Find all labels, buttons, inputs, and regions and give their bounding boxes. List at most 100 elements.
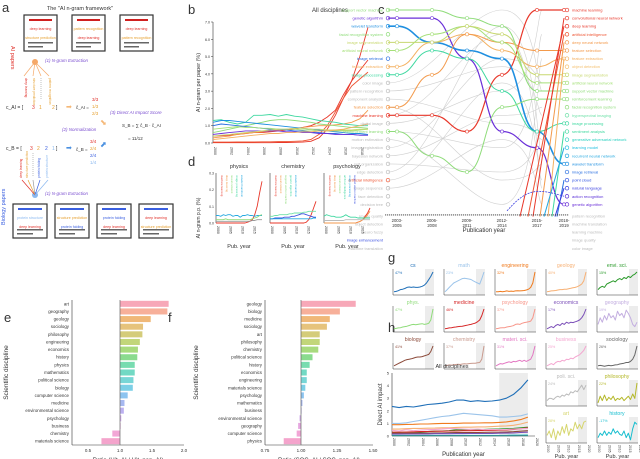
paper-title-bar bbox=[144, 208, 168, 210]
left-below-label: neuro fuzzy bbox=[362, 230, 383, 235]
category-label: materials science bbox=[228, 385, 262, 390]
subplot-title: biology bbox=[405, 337, 422, 343]
x-tick-label: 2010 bbox=[295, 147, 299, 155]
left-rank-label: image retrieval bbox=[357, 56, 383, 61]
subplot-title: psychology bbox=[333, 164, 361, 170]
x-tick-label: 2000 bbox=[546, 445, 550, 453]
left-rank-label: image segmentation bbox=[347, 40, 383, 45]
emerging-term-line bbox=[539, 42, 565, 217]
chat-b-value: 2/4 bbox=[90, 146, 97, 151]
panel-letter-a: a bbox=[2, 0, 10, 15]
period-label: 2015- bbox=[532, 218, 543, 223]
rank-marker bbox=[430, 16, 434, 21]
chat-b-label: ĉ_B = bbox=[76, 147, 88, 152]
x-axis-label: Pub. year bbox=[281, 244, 305, 250]
subplot-series bbox=[546, 345, 587, 367]
subplot-series bbox=[323, 214, 370, 219]
rank-marker bbox=[395, 48, 399, 53]
right-rank-label: hyperspectral imaging bbox=[572, 113, 611, 118]
step1-label-top: (1) N-gram Extraction bbox=[45, 58, 89, 63]
x-tick-label: 2005 bbox=[607, 445, 611, 453]
rank-marker bbox=[562, 89, 566, 93]
chart-b-title: All disciplines bbox=[312, 8, 348, 14]
subplot-series bbox=[216, 214, 263, 221]
category-label: biology bbox=[248, 309, 263, 314]
bar-psychology bbox=[120, 415, 122, 422]
rank-marker bbox=[500, 40, 504, 45]
rank-trajectory-background bbox=[387, 25, 543, 173]
growth-pct: 19% bbox=[599, 308, 607, 312]
category-label: environmental science bbox=[218, 416, 262, 421]
rank-marker bbox=[564, 169, 570, 175]
term-label: artificial intelligence bbox=[343, 175, 347, 200]
rank-trajectory-background bbox=[387, 82, 543, 181]
subplot-title: sociology bbox=[606, 337, 628, 343]
bar-art bbox=[120, 300, 169, 307]
right-rank-label: learning model bbox=[572, 145, 598, 150]
growth-pct: 47% bbox=[395, 308, 403, 312]
x-tick-label: 1.25 bbox=[333, 448, 342, 453]
rank-marker bbox=[500, 56, 504, 61]
subplot-title: engineering bbox=[501, 263, 528, 269]
growth-pct: 26% bbox=[599, 345, 607, 349]
paper-text-line bbox=[17, 233, 33, 235]
rank-marker bbox=[465, 56, 469, 61]
bar-physics bbox=[120, 361, 135, 368]
series-math bbox=[392, 412, 529, 424]
emerging-term-line bbox=[532, 18, 565, 217]
subplot-series bbox=[597, 345, 638, 367]
growth-pct: 37% bbox=[446, 345, 454, 349]
y-axis-label: AI n-gram p.p. (%) bbox=[196, 197, 202, 238]
shaded-region bbox=[577, 306, 587, 332]
x-tick-label: 2012 bbox=[478, 438, 482, 446]
series-genetic-algorithm bbox=[212, 130, 368, 136]
y-tick-label: 3.0 bbox=[205, 90, 210, 94]
y-tick-label: 2 bbox=[387, 408, 390, 413]
rank-marker bbox=[562, 97, 566, 102]
chat-b-value: 3/4 bbox=[90, 139, 97, 144]
bracket: ] bbox=[56, 146, 58, 152]
period-label: 2012- bbox=[497, 218, 508, 223]
chat-b-value: 1/4 bbox=[90, 160, 97, 165]
score-formula: S_B = ∑ ĉ_B · ĉ_AI bbox=[122, 123, 161, 128]
bar-materials-science bbox=[301, 384, 306, 391]
subplot-title: envi. sci. bbox=[607, 263, 627, 269]
emerging-term-line bbox=[543, 147, 565, 217]
category-label: history bbox=[249, 362, 263, 367]
right-rank-label: artificial intelligence bbox=[572, 32, 607, 37]
emerging-term-line bbox=[519, 26, 565, 217]
rank-marker bbox=[395, 129, 399, 134]
ngram-term-bio: structure prediction bbox=[25, 151, 29, 178]
growth-pct: 25% bbox=[548, 345, 556, 349]
arrow-icon: ⬊ bbox=[100, 118, 107, 127]
subplot-series bbox=[444, 308, 485, 330]
panel-letter-f: f bbox=[168, 310, 172, 325]
paper-text-line bbox=[76, 46, 91, 48]
bar-mathematics bbox=[120, 369, 135, 376]
paper-document: deep learning structure prediction bbox=[138, 203, 174, 239]
right-rank-label: machine learning bbox=[572, 8, 602, 13]
rank-marker bbox=[395, 105, 399, 110]
shaded-region bbox=[628, 380, 638, 406]
term-label: machine learning bbox=[274, 175, 278, 197]
rank-trajectory-background bbox=[387, 131, 543, 173]
y-tick-label: 7.0 bbox=[205, 21, 210, 25]
c-ai-value: 2 bbox=[52, 105, 55, 111]
rank-marker bbox=[465, 24, 469, 29]
emerging-term-line bbox=[554, 188, 565, 217]
series-cs bbox=[391, 379, 529, 409]
x-tick-label: 2015 bbox=[253, 226, 257, 234]
x-tick-label: 2015 bbox=[307, 226, 311, 234]
bar-environmental-science bbox=[299, 415, 301, 422]
tree-edge bbox=[23, 61, 36, 77]
term-label: neural network bbox=[338, 175, 342, 194]
category-label: geography bbox=[48, 309, 70, 314]
panel-e-bar-chart: art geography geology sociology philosophy en… bbox=[3, 300, 188, 459]
x-tick-label: 2016 bbox=[507, 438, 511, 446]
tree-edge bbox=[32, 61, 36, 77]
rank-trajectory-dashed bbox=[506, 191, 565, 212]
y-tick-label: 0.3 bbox=[209, 172, 214, 176]
paper-title-bar bbox=[29, 19, 52, 21]
paper-text-line bbox=[28, 42, 53, 44]
x-tick-label: 2000 bbox=[324, 226, 328, 234]
